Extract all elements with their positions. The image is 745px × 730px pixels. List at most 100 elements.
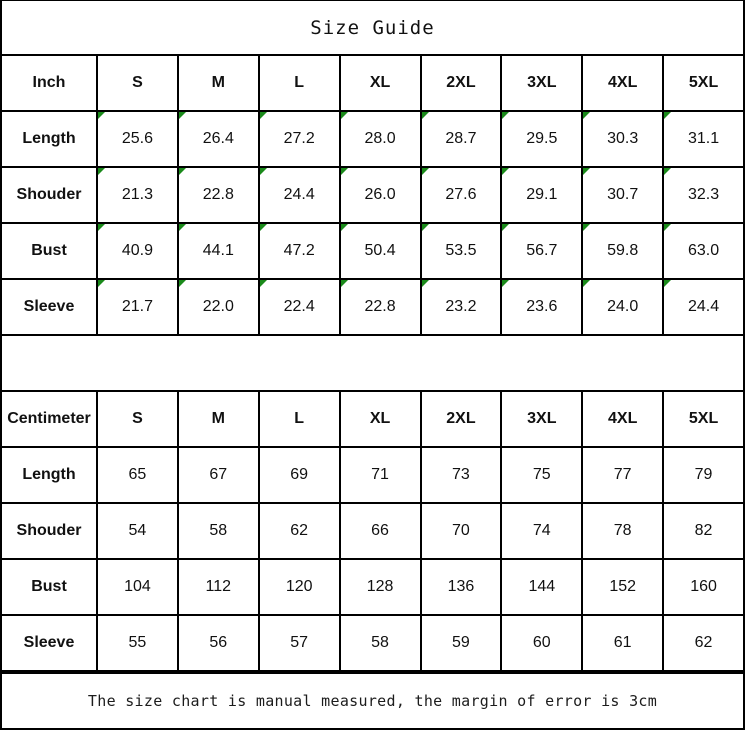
measurement-disclaimer: The size chart is manual measured, the m… [2, 674, 743, 728]
measurement-cell: 40.9 [98, 224, 179, 278]
measurement-value: 28.7 [445, 130, 477, 147]
measurement-cell: 56 [178, 616, 260, 670]
measurement-value: 73 [452, 466, 470, 483]
measurement-value: 26.4 [202, 130, 234, 147]
measurement-value: 112 [205, 578, 232, 595]
row-label-text: Bust [31, 578, 67, 595]
column-header-label: 3XL [527, 74, 557, 91]
measurement-cell: 21.7 [98, 280, 179, 334]
column-header-label: S [132, 410, 143, 427]
measurement-cell: 27.6 [421, 168, 503, 222]
comment-flag-icon [259, 224, 267, 231]
column-header-label: M [211, 74, 225, 91]
measurement-value: 77 [613, 466, 632, 483]
measurement-cell: 28.7 [421, 112, 503, 166]
measurement-cell: 71 [340, 448, 422, 502]
column-header-4xl: 4XL [583, 392, 665, 446]
unit-header-centimeter: Centimeter [2, 392, 98, 446]
comment-flag-icon [340, 112, 348, 119]
measurement-value: 56 [209, 634, 228, 651]
measurement-value: 55 [128, 634, 147, 651]
measurement-cell: 24.4 [664, 280, 743, 334]
measurement-value: 31.1 [687, 130, 720, 147]
measurement-value: 75 [532, 466, 551, 483]
row-label-length: Length [2, 112, 98, 166]
unit-header-label: Inch [32, 74, 66, 91]
measurement-value: 61 [613, 634, 632, 651]
column-header-m: M [178, 392, 260, 446]
row-label-bust: Bust [2, 224, 98, 278]
measurement-cell: 57 [259, 616, 341, 670]
measurement-value: 22.8 [364, 298, 396, 315]
row-label-text: Sleeve [23, 298, 75, 315]
comment-flag-icon [98, 112, 105, 119]
comment-flag-icon [259, 280, 267, 287]
column-header-label: M [211, 410, 225, 427]
row-label-sleeve: Sleeve [2, 616, 98, 670]
measurement-cell: 29.5 [502, 112, 584, 166]
measurement-value: 40.9 [121, 242, 153, 259]
comment-flag-icon [340, 168, 348, 175]
measurement-value: 82 [694, 522, 713, 539]
centimeter-header-row: Centimeter S M L XL 2XL 3XL 4XL 5XL [2, 392, 743, 448]
comment-flag-icon [340, 224, 348, 231]
measurement-value: 21.7 [121, 298, 153, 315]
measurement-cell: 70 [421, 504, 503, 558]
inch-table: Inch S M L XL 2XL 3XL 4XL 5XL Length 25.6 26.4 27.2 2… [2, 56, 743, 336]
measurement-cell: 25.6 [98, 112, 179, 166]
row-label-bust: Bust [2, 560, 98, 614]
measurement-cell: 30.3 [583, 112, 665, 166]
measurement-value: 71 [371, 466, 389, 483]
measurement-value: 78 [613, 522, 632, 539]
comment-flag-icon [421, 112, 429, 119]
column-header-label: 4XL [608, 74, 638, 91]
measurement-value: 62 [290, 522, 309, 539]
comment-flag-icon [583, 280, 591, 287]
measurement-cell: 75 [502, 448, 584, 502]
measurement-cell: 112 [178, 560, 260, 614]
measurement-cell: 47.2 [259, 224, 341, 278]
measurement-cell: 79 [664, 448, 743, 502]
comment-flag-icon [421, 224, 429, 231]
measurement-value: 22.0 [202, 298, 234, 315]
comment-flag-icon [583, 112, 591, 119]
column-header-3xl: 3XL [502, 56, 584, 110]
measurement-cell: 160 [664, 560, 743, 614]
measurement-cell: 59 [421, 616, 503, 670]
measurement-value: 23.6 [526, 298, 558, 315]
comment-flag-icon [178, 224, 186, 231]
measurement-value: 136 [447, 578, 475, 595]
measurement-cell: 74 [502, 504, 584, 558]
measurement-value: 32.3 [687, 186, 720, 203]
measurement-cell: 27.2 [259, 112, 341, 166]
row-label-text: Shouder [16, 522, 82, 539]
row-label-text: Sleeve [23, 634, 75, 651]
measurement-cell: 73 [421, 448, 503, 502]
measurement-value: 29.5 [526, 130, 558, 147]
column-header-label: 5XL [688, 410, 719, 427]
measurement-value: 60 [532, 634, 551, 651]
measurement-value: 25.6 [121, 130, 153, 147]
measurement-value: 47.2 [283, 242, 315, 259]
measurement-cell: 24.4 [259, 168, 341, 222]
column-header-2xl: 2XL [421, 392, 503, 446]
inch-header-row: Inch S M L XL 2XL 3XL 4XL 5XL [2, 56, 743, 112]
measurement-value: 27.2 [283, 130, 315, 147]
measurement-value: 58 [209, 522, 228, 539]
column-header-label: XL [369, 74, 391, 91]
measurement-cell: 60 [502, 616, 584, 670]
measurement-cell: 58 [178, 504, 260, 558]
column-header-s: S [98, 56, 179, 110]
measurement-cell: 59.8 [583, 224, 665, 278]
row-label-text: Length [22, 130, 76, 147]
measurement-cell: 128 [340, 560, 422, 614]
measurement-value: 27.6 [445, 186, 477, 203]
comment-flag-icon [502, 224, 510, 231]
comment-flag-icon [98, 280, 105, 287]
table-separator-cell [2, 336, 743, 390]
unit-header-label: Centimeter [7, 410, 91, 427]
column-header-xl: XL [340, 56, 422, 110]
measurement-value: 66 [371, 522, 389, 539]
comment-flag-icon [259, 112, 267, 119]
measurement-cell: 44.1 [178, 224, 260, 278]
